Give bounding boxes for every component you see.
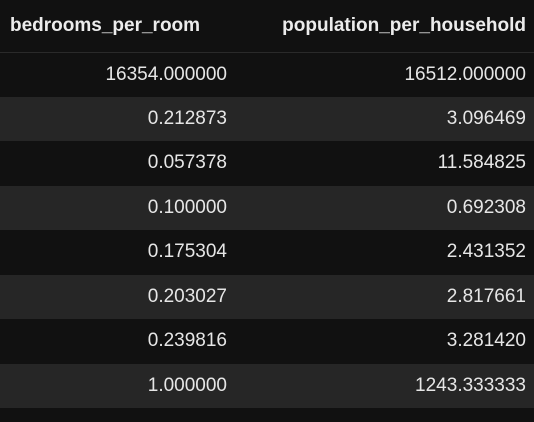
cell-population-per-household: 2.431352 [446,241,526,263]
stats-table: bedrooms_per_room population_per_househo… [0,0,534,408]
table-row: 0.239816 3.281420 [0,319,534,364]
cell-population-per-household: 16512.000000 [404,63,526,85]
table-row: 1.000000 1243.333333 [0,363,534,408]
cell-bedrooms-per-room: 16354.000000 [105,63,227,85]
cell-population-per-household: 0.692308 [446,196,526,218]
table-row: 0.203027 2.817661 [0,274,534,319]
table-row: 0.100000 0.692308 [0,185,534,230]
cell-population-per-household: 2.817661 [446,285,526,307]
cell-bedrooms-per-room: 1.000000 [147,374,227,396]
cell-bedrooms-per-room: 0.239816 [147,330,227,352]
header-row: bedrooms_per_room population_per_househo… [0,0,534,53]
table-row: 0.212873 3.096469 [0,96,534,141]
table-row: 0.057378 11.584825 [0,141,534,186]
cell-bedrooms-per-room: 0.100000 [147,196,227,218]
cell-bedrooms-per-room: 0.175304 [147,241,227,263]
cell-population-per-household: 3.096469 [446,107,526,129]
cell-population-per-household: 3.281420 [446,330,526,352]
cell-bedrooms-per-room: 0.212873 [147,107,227,129]
table-row: 16354.000000 16512.000000 [0,52,534,97]
cell-population-per-household: 1243.333333 [415,374,526,396]
column-header-bedrooms-per-room: bedrooms_per_room [0,0,238,53]
cell-bedrooms-per-room: 0.057378 [147,152,227,174]
table-row: 0.175304 2.431352 [0,230,534,275]
cell-bedrooms-per-room: 0.203027 [147,285,227,307]
column-header-population-per-household: population_per_household [238,0,534,53]
cell-population-per-household: 11.584825 [437,152,526,174]
